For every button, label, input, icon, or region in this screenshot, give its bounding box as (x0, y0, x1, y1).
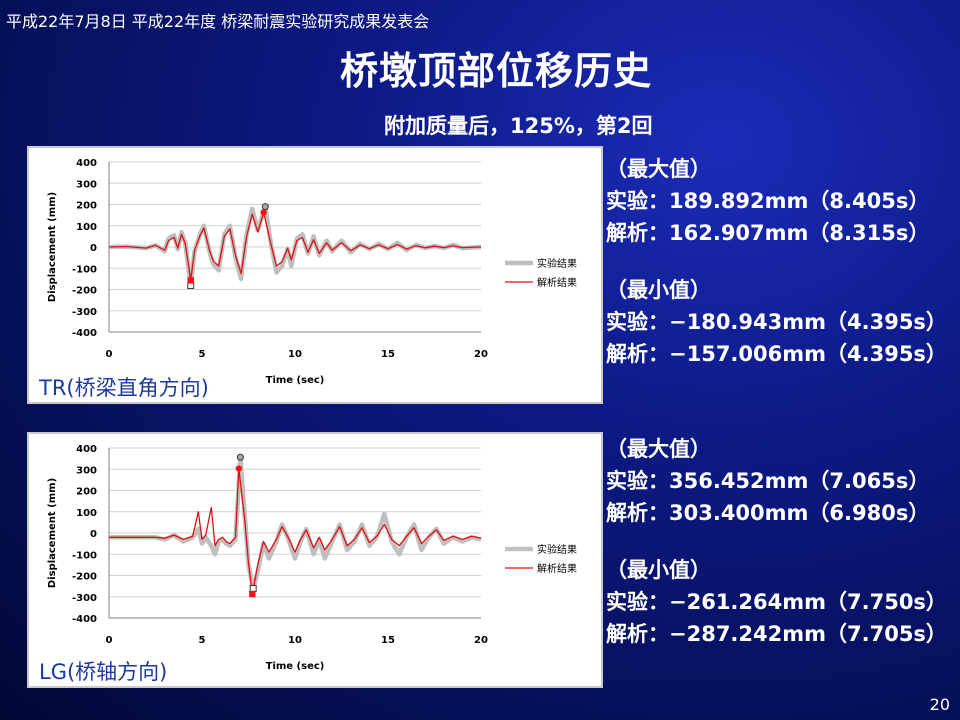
y-tick-label: -300 (72, 307, 97, 318)
x-tick-label: 5 (199, 635, 206, 646)
x-tick-label: 15 (381, 635, 395, 646)
stats-lg-min-ana: 解析：−287.242mm（7.705s） (606, 622, 947, 646)
series-line-ana (109, 467, 482, 595)
y-tick-label: 300 (76, 465, 97, 476)
peak-marker-ana (260, 209, 267, 216)
y-tick-label: -400 (72, 328, 97, 339)
chart-panel-tr: 400 300 200 100 0 -100 -200 -300 -400 0 5 10 15 20 Tim… (27, 146, 603, 404)
peak-marker-exp (236, 453, 244, 461)
x-tick-label: 5 (199, 349, 206, 360)
stats-tr-min-ana: 解析：−157.006mm（4.395s） (606, 342, 947, 366)
y-tick-label: -200 (72, 572, 97, 583)
y-tick-label: 0 (90, 529, 97, 540)
x-tick-label: 20 (474, 349, 488, 360)
legend-label-ana: 解析结果 (537, 276, 577, 289)
y-tick-label: -400 (72, 614, 97, 625)
x-axis-title: Time (sec) (266, 661, 325, 672)
stats-lg-min-exp: 实验：−261.264mm（7.750s） (606, 590, 947, 614)
y-tick-label: 200 (76, 487, 97, 498)
y-tick-label: -300 (72, 593, 97, 604)
legend-label-ana: 解析结果 (537, 562, 577, 575)
legend-label-exp: 实验结果 (537, 543, 577, 556)
x-tick-label: 10 (288, 349, 302, 360)
y-tick-label: 100 (76, 222, 97, 233)
series-line-exp (109, 454, 482, 591)
legend-label-exp: 实验结果 (537, 257, 577, 270)
stats-lg: （最大值） 实验：356.452mm（7.065s） 解析：303.400mm（… (606, 433, 947, 650)
x-tick-label: 0 (106, 635, 113, 646)
slide-title: 桥墩顶部位移历史 (340, 49, 653, 93)
y-tick-label: 100 (76, 508, 97, 519)
stats-lg-max-exp: 实验：356.452mm（7.065s） (606, 469, 930, 493)
peak-marker-exp (249, 585, 257, 593)
x-tick-label: 15 (381, 349, 395, 360)
y-axis-title: Displacement (mm) (47, 192, 58, 302)
y-tick-label: -100 (72, 264, 97, 275)
x-axis-title: Time (sec) (266, 375, 325, 386)
peak-marker-ana (249, 590, 256, 598)
stats-lg-min-header: （最小值） (606, 558, 711, 582)
y-tick-label: 200 (76, 201, 97, 212)
x-tick-label: 10 (288, 635, 302, 646)
chart-tr: 400 300 200 100 0 -100 -200 -300 -400 0 5 10 15 20 Tim… (47, 158, 577, 386)
peak-marker-ana (187, 277, 194, 284)
stats-tr: （最大值） 实验：189.892mm（8.405s） 解析：162.907mm（… (606, 153, 947, 370)
x-tick-label: 20 (474, 635, 488, 646)
y-tick-label: 300 (76, 179, 97, 190)
chart-lg: 400 300 200 100 0 -100 -200 -300 -400 0 5 10 15 20 Tim… (47, 444, 577, 672)
y-axis-title: Displacement (mm) (47, 478, 58, 588)
peak-marker-ana (235, 465, 243, 472)
series-line-ana (108, 211, 482, 282)
y-tick-label: -100 (72, 550, 97, 561)
header-text: 平成22年7月8日 平成22年度 桥梁耐震实验研究成果发表会 (6, 12, 430, 31)
y-tick-label: -200 (72, 286, 97, 297)
stats-tr-max-ana: 解析：162.907mm（8.315s） (606, 221, 930, 245)
chart-label-lg: LG(桥轴方向) (39, 660, 168, 684)
stats-lg-max-header: （最大值） (606, 437, 711, 461)
stats-tr-max-exp: 实验：189.892mm（8.405s） (606, 189, 930, 213)
y-tick-label: 400 (76, 444, 97, 455)
stats-tr-min-exp: 实验：−180.943mm（4.395s） (606, 310, 947, 334)
page-number: 20 (929, 695, 950, 714)
stats-tr-min-header: （最小值） (606, 278, 711, 302)
slide-subtitle: 附加质量后，125%，第2回 (384, 114, 653, 138)
y-tick-label: 0 (90, 243, 97, 254)
chart-label-tr: TR(桥梁直角方向) (39, 376, 209, 400)
chart-panel-lg: 400 300 200 100 0 -100 -200 -300 -400 0 5 10 15 20 Tim… (27, 432, 603, 688)
stats-tr-max-header: （最大值） (606, 157, 711, 181)
y-tick-label: 400 (76, 158, 97, 169)
peak-marker-exp (261, 203, 269, 211)
stats-lg-max-ana: 解析：303.400mm（6.980s） (606, 501, 930, 525)
x-tick-label: 0 (106, 349, 113, 360)
